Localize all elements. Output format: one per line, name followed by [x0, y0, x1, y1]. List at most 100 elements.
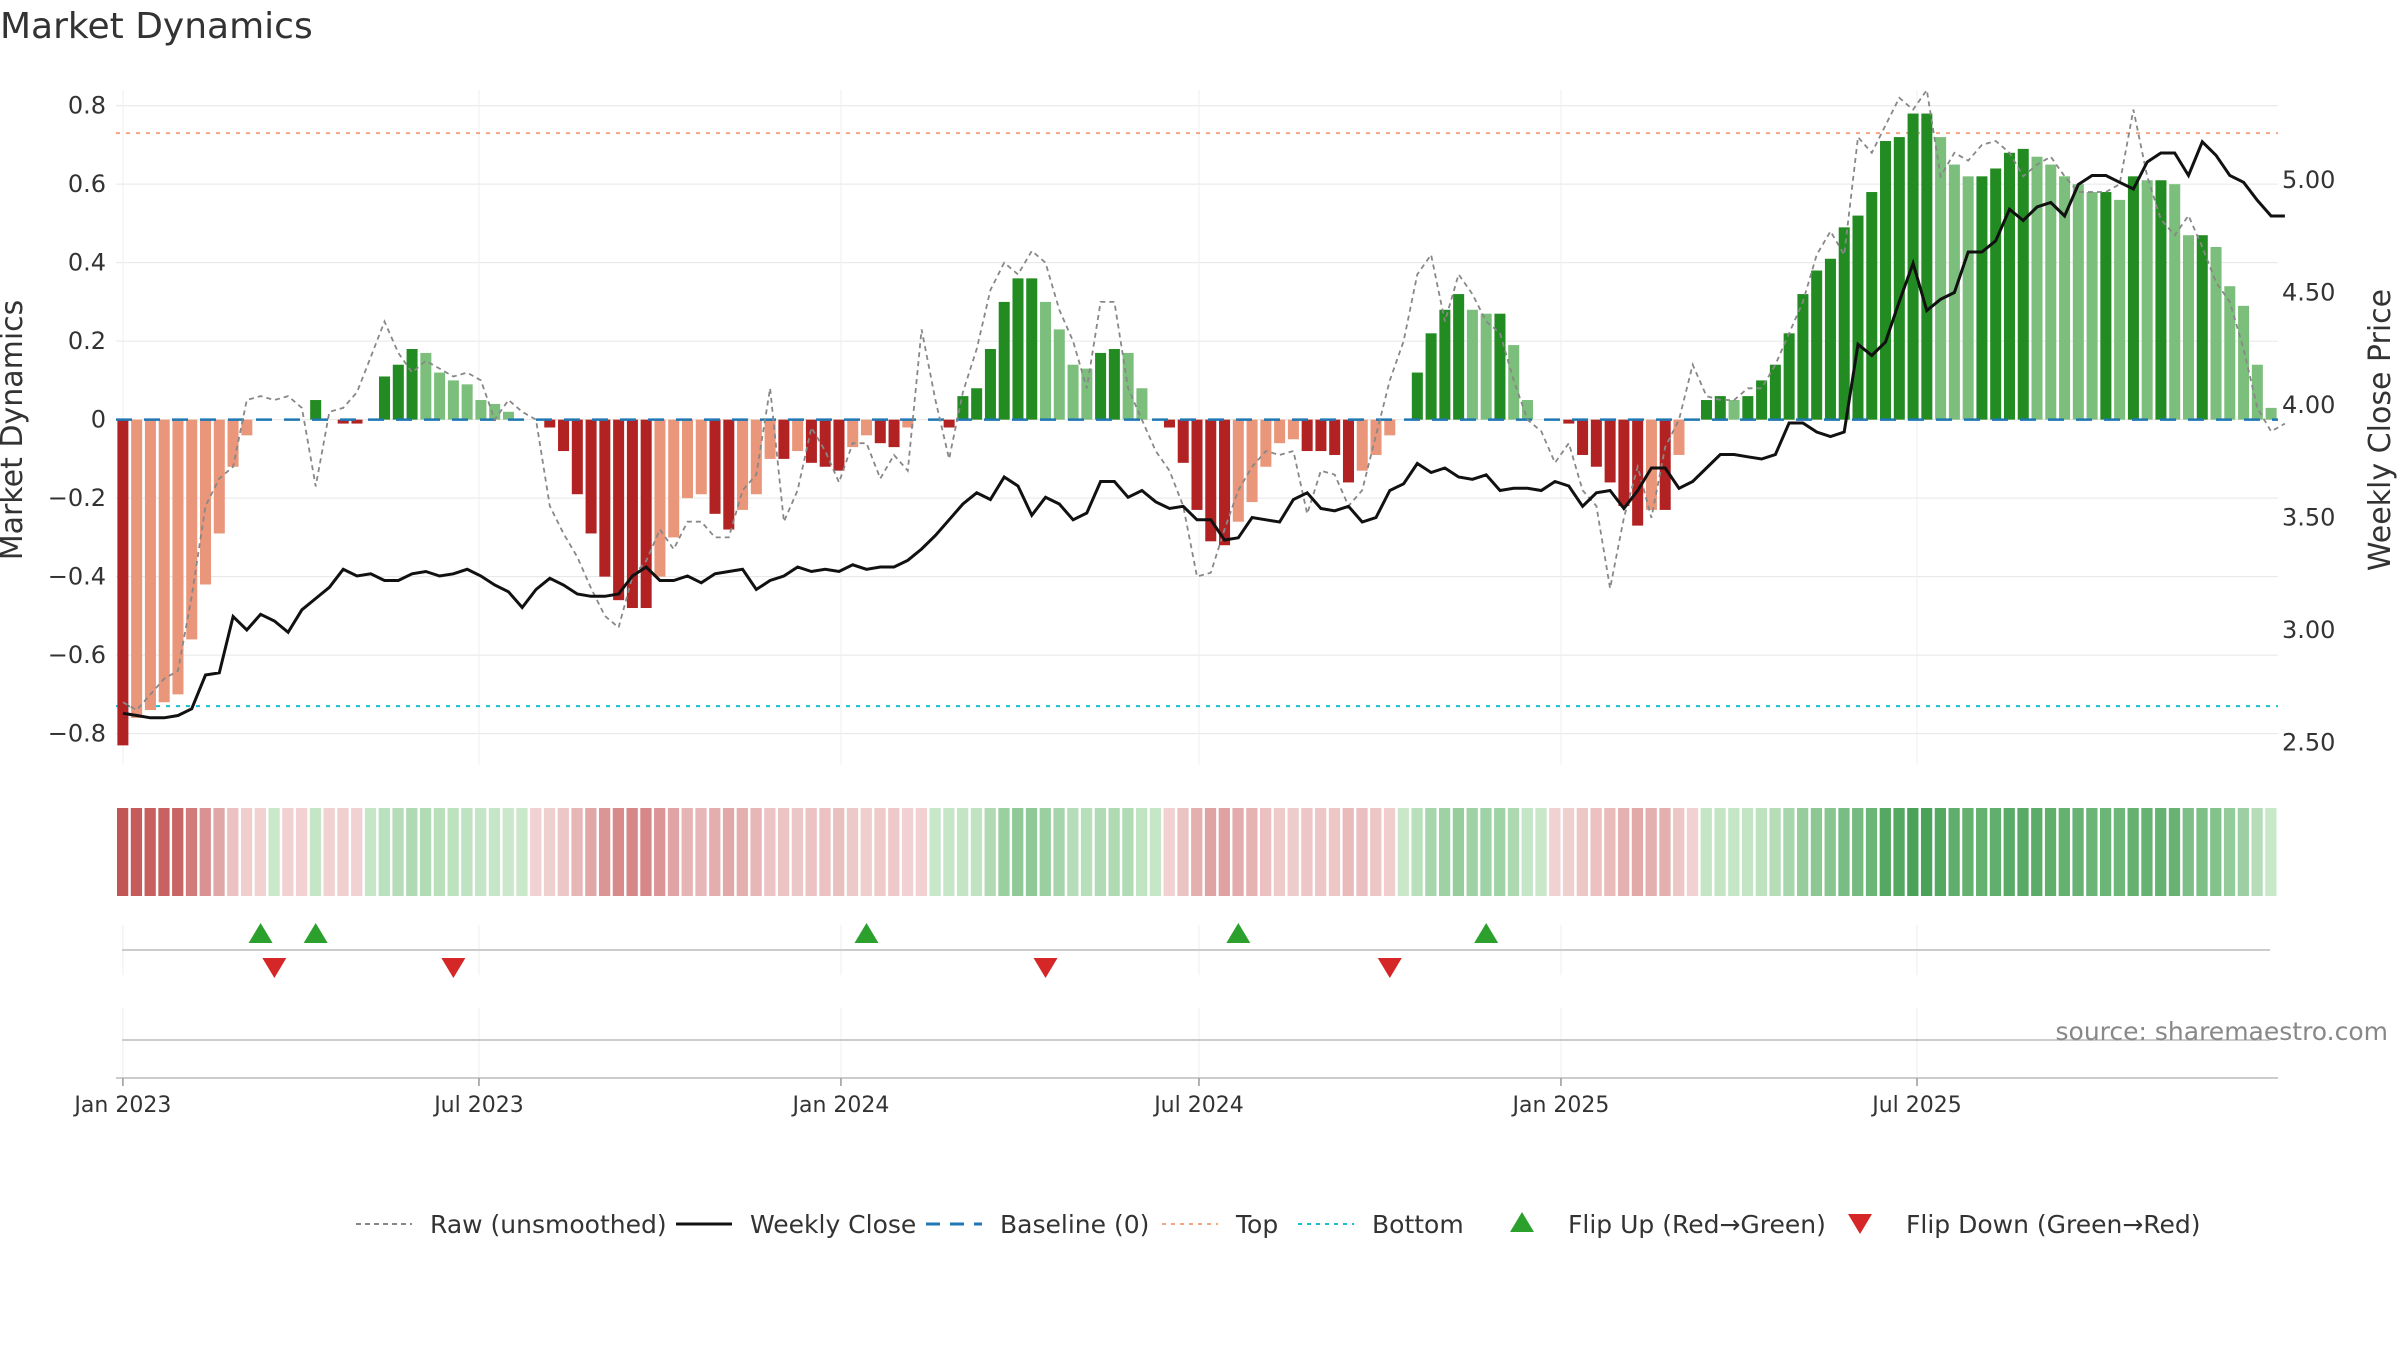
- heat-cell: [1480, 808, 1492, 896]
- bar: [2072, 184, 2084, 420]
- heat-cell: [1728, 808, 1740, 896]
- y-axis-ticks: 0.8 0.6 0.4 0.2 0 −0.2 −0.4 −0.6 −0.8: [48, 92, 106, 748]
- bar: [1632, 419, 1644, 526]
- bar: [874, 419, 886, 444]
- heat-cell: [2003, 808, 2015, 896]
- heat-cell: [296, 808, 308, 896]
- legend-item-flip_down: Flip Down (Green→Red): [1848, 1210, 2201, 1239]
- bar: [1577, 419, 1589, 455]
- heat-cell: [970, 808, 983, 896]
- bar: [2155, 180, 2167, 420]
- bar: [792, 419, 804, 452]
- bar: [2141, 180, 2153, 420]
- heat-cell: [1755, 808, 1767, 896]
- x-tick-label: Jul 2024: [1152, 1093, 1244, 1118]
- bar: [1618, 419, 1630, 506]
- y2-tick-label: 2.50: [2282, 729, 2335, 757]
- heat-cell: [1108, 808, 1120, 896]
- heat-cell: [1700, 808, 1712, 896]
- heat-cell: [1934, 808, 1947, 896]
- raw-line: [122, 87, 2286, 712]
- heat-cell: [1342, 808, 1354, 896]
- heat-cell: [2223, 808, 2236, 896]
- heat-cell: [1535, 808, 1547, 896]
- x-tick-label: Jan 2024: [790, 1093, 889, 1118]
- heat-cell: [1659, 808, 1671, 896]
- heat-cell: [1783, 808, 1795, 896]
- bar: [544, 419, 556, 428]
- heat-cell: [1838, 808, 1850, 896]
- heat-cell: [764, 808, 776, 896]
- bar: [1990, 168, 2002, 420]
- bar: [998, 301, 1010, 420]
- bar: [1411, 372, 1423, 420]
- heat-cell: [1920, 808, 1933, 896]
- heat-cell: [337, 808, 349, 896]
- heat-cell: [585, 808, 597, 896]
- bar: [1329, 419, 1341, 455]
- bar: [1301, 419, 1313, 452]
- heat-cell: [1673, 808, 1685, 896]
- bar: [434, 372, 446, 420]
- source-note: source: sharemaestro.com: [2056, 1017, 2389, 1046]
- bar: [1026, 278, 1038, 420]
- legend-label: Top: [1235, 1210, 1278, 1239]
- heat-cell: [392, 808, 404, 896]
- legend-item-raw: Raw (unsmoothed): [356, 1210, 667, 1239]
- legend-label: Raw (unsmoothed): [430, 1210, 667, 1239]
- heat-cell: [1494, 808, 1506, 896]
- heat-cell: [1907, 808, 1919, 896]
- bar: [1287, 419, 1299, 440]
- legend-swatch: [1510, 1212, 1534, 1232]
- bar: [392, 364, 404, 420]
- heat-cell: [461, 808, 473, 896]
- bar: [2182, 235, 2194, 420]
- heat-cell: [172, 808, 184, 896]
- bar: [654, 419, 666, 577]
- heat-cell: [1425, 808, 1437, 896]
- heat-cell: [1590, 808, 1602, 896]
- bar: [1604, 419, 1616, 483]
- bar: [2196, 235, 2208, 420]
- bar: [1274, 419, 1286, 444]
- y-tick-label: −0.4: [48, 563, 106, 591]
- x-tick-label: Jul 2023: [432, 1093, 524, 1118]
- bar: [1342, 419, 1354, 483]
- heat-cell: [1631, 808, 1644, 896]
- legend-label: Flip Down (Green→Red): [1906, 1210, 2201, 1239]
- legend-item-top: Top: [1162, 1210, 1278, 1239]
- bar: [1480, 313, 1492, 420]
- heat-cell: [1411, 808, 1423, 896]
- heat-cell: [1452, 808, 1465, 896]
- heat-cell: [1604, 808, 1616, 896]
- heat-cell: [2265, 808, 2277, 896]
- flip-up-marker: [1226, 923, 1251, 943]
- raw-series: [122, 87, 2286, 712]
- heat-cell: [1218, 808, 1230, 896]
- bar: [1232, 419, 1244, 522]
- heat-cell: [598, 808, 611, 896]
- legend-label: Flip Up (Red→Green): [1568, 1210, 1826, 1239]
- heat-cell: [998, 808, 1010, 896]
- bar: [1797, 294, 1809, 420]
- bar: [379, 376, 391, 420]
- bar: [805, 419, 817, 463]
- bar: [131, 419, 143, 718]
- heat-cell: [254, 808, 266, 896]
- heat-cell: [323, 808, 335, 896]
- bar: [902, 419, 914, 428]
- bar: [406, 349, 418, 420]
- bar: [351, 419, 363, 424]
- heat-cell: [268, 808, 280, 896]
- bar: [227, 419, 239, 467]
- heat-cell: [1879, 808, 1891, 896]
- heat-cell: [1893, 808, 1905, 896]
- flip-down-marker: [1377, 958, 1402, 978]
- heat-cell: [888, 808, 900, 896]
- heat-cell: [901, 808, 914, 896]
- heat-strip: [117, 808, 2277, 896]
- bar: [723, 419, 735, 530]
- heat-cell: [1521, 808, 1533, 896]
- heat-cell: [1149, 808, 1162, 896]
